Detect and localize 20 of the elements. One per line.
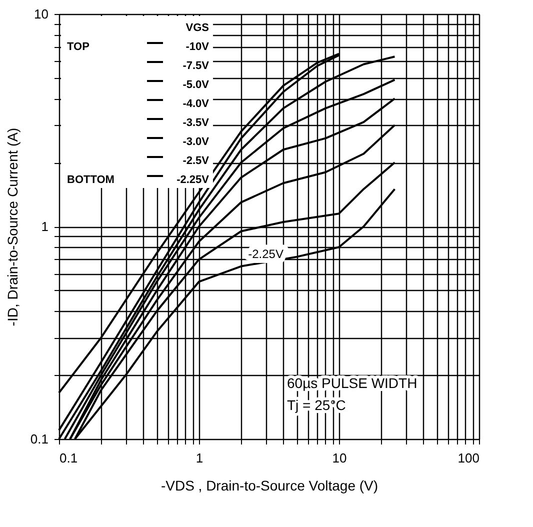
annotation: TOP	[67, 41, 90, 53]
legend-label: -5.0V	[182, 79, 210, 91]
legend-label: -2.25V	[176, 174, 210, 186]
y-tick-label: 1	[41, 219, 48, 234]
x-axis-title: -VDS , Drain-to-Source Voltage (V)	[160, 478, 378, 494]
x-tick-label: 10	[332, 450, 347, 466]
x-tick-label: 1	[196, 450, 204, 466]
legend-label: -3.5V	[182, 117, 210, 129]
x-tick-label: 0.1	[60, 450, 78, 466]
legend-label: -2.5V	[182, 155, 210, 167]
legend-title: VGS	[186, 22, 209, 34]
legend-label: -3.0V	[182, 136, 210, 148]
y-tick-label: 10	[34, 6, 48, 22]
y-tick-label: 0.1	[30, 432, 48, 446]
annotation: BOTTOM	[67, 174, 114, 186]
legend-label: -7.5V	[182, 60, 210, 72]
legend-label: -10V	[186, 41, 210, 53]
y-axis-title: -ID, Drain-to-Source Current (A)	[4, 128, 20, 326]
legend-label: -4.0V	[182, 98, 210, 110]
x-tick-label: 100	[458, 450, 480, 466]
